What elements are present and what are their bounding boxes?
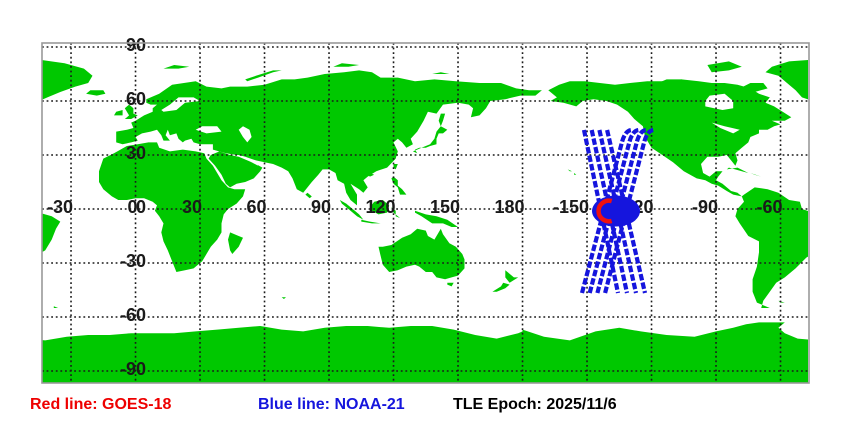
land-sri_lanka xyxy=(305,192,312,199)
land-north_america xyxy=(0,79,17,196)
land-north_america xyxy=(548,79,792,197)
world-map: -300306090120150180-150-120-90-609060300… xyxy=(0,35,832,384)
land-falklands xyxy=(4,301,10,303)
lat-label: 30 xyxy=(126,143,146,163)
land-new_guinea xyxy=(415,210,458,227)
land-japan xyxy=(412,126,448,154)
land-madagascar xyxy=(228,232,243,254)
lon-label: 30 xyxy=(182,197,202,217)
land-cuba xyxy=(726,167,749,173)
land-new_siberian xyxy=(432,72,450,74)
land-antarctica xyxy=(42,326,523,383)
lon-label: 150 xyxy=(430,197,460,217)
noaa21-track-ascending xyxy=(603,127,654,294)
land-hispaniola xyxy=(750,173,762,177)
lake-caspian_sea xyxy=(238,126,252,143)
lon-label: -60 xyxy=(756,197,782,217)
land-south_georgia xyxy=(828,306,832,308)
lon-label: 60 xyxy=(246,197,266,217)
land-ireland xyxy=(114,110,123,116)
goes18-marker xyxy=(596,198,613,224)
lon-label: -150 xyxy=(553,197,589,217)
lake-great_lakes xyxy=(711,122,740,134)
land-sumatra xyxy=(339,200,364,220)
legend-noaa21-label: Blue line: NOAA-21 xyxy=(258,396,405,413)
land-java xyxy=(361,219,381,224)
lat-label: -30 xyxy=(120,251,146,271)
land-iceland xyxy=(86,90,106,96)
land-svalbard xyxy=(163,65,190,69)
land-tasmania xyxy=(447,282,454,287)
land-britain xyxy=(124,104,138,119)
land-greenland xyxy=(765,59,808,100)
land-australia xyxy=(378,228,465,280)
legend-tle-epoch: TLE Epoch: 2025/11/6 xyxy=(453,396,617,413)
land-hawaii_2 xyxy=(574,173,577,175)
lakes-layer xyxy=(161,93,740,166)
land-south_america xyxy=(42,213,61,252)
noaa21-track-ascending xyxy=(595,127,647,294)
land-baffin xyxy=(737,83,768,98)
land-africa xyxy=(99,142,246,272)
land-nz_north xyxy=(505,270,519,283)
lat-label: 60 xyxy=(126,89,146,109)
lat-label: -90 xyxy=(120,359,146,379)
land-south_georgia xyxy=(53,306,59,308)
graticule-layer xyxy=(42,43,809,383)
grid-labels-layer: -300306090120150180-150-120-90-609060300… xyxy=(47,35,783,379)
lon-label: 90 xyxy=(311,197,331,217)
land-kerguelen xyxy=(281,297,286,299)
land-antarctica xyxy=(522,322,808,383)
land-sakhalin xyxy=(438,113,446,127)
land-philippines xyxy=(391,176,407,195)
land-greenland xyxy=(42,60,93,100)
lon-label: -90 xyxy=(692,197,718,217)
legend-goes18-label: Red line: GOES-18 xyxy=(30,396,172,413)
map-border xyxy=(41,42,810,384)
lake-black_sea xyxy=(195,126,222,134)
noaa21-track-ascending xyxy=(579,127,632,294)
lat-label: 0 xyxy=(136,197,146,217)
land-severnaya_zemlya xyxy=(333,63,360,67)
land-borneo xyxy=(369,200,390,215)
land-hawaii_1 xyxy=(567,169,572,172)
lon-label: 0 xyxy=(127,197,137,217)
land-ellesmere xyxy=(707,61,742,73)
land-layer xyxy=(0,59,832,383)
noaa21-track-ascending xyxy=(587,127,639,294)
lat-label: 90 xyxy=(126,35,146,55)
lat-label: -60 xyxy=(120,305,146,325)
land-eurasia xyxy=(116,70,542,206)
land-victoria_island xyxy=(658,79,686,87)
lake-hudson_bay xyxy=(705,93,734,110)
land-arabia xyxy=(208,151,263,188)
land-novaya_zemlya xyxy=(245,70,282,82)
land-hainan xyxy=(367,173,375,177)
land-nz_south xyxy=(492,282,510,292)
lon-label: 120 xyxy=(365,197,395,217)
land-south_america xyxy=(735,187,808,308)
lon-label: 180 xyxy=(494,197,524,217)
land-taiwan xyxy=(393,164,398,170)
lon-label: -30 xyxy=(47,197,73,217)
legend: Red line: GOES-18 Blue line: NOAA-21 TLE… xyxy=(0,396,850,420)
